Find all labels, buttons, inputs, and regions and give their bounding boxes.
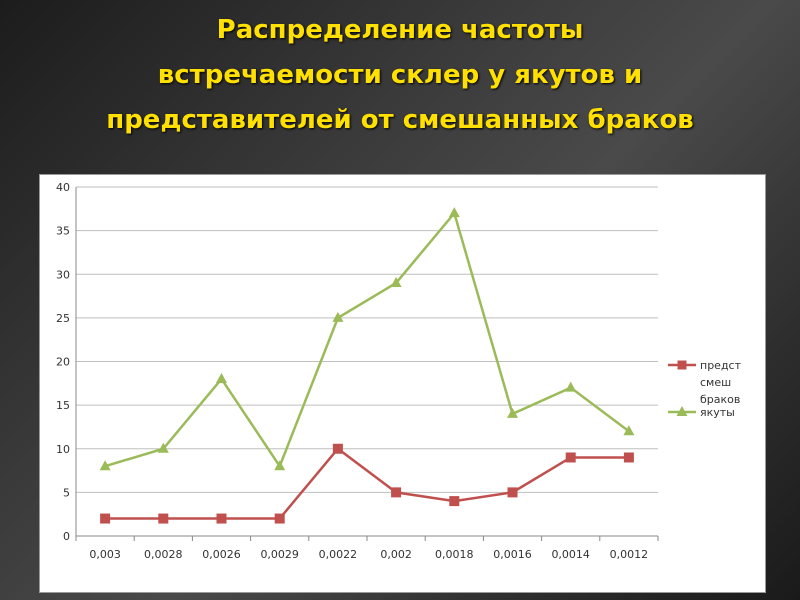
- y-tick-label: 35: [56, 225, 70, 238]
- title-line-1: Распределение частоты: [216, 15, 584, 45]
- data-point-1: [390, 276, 402, 287]
- y-tick-label: 40: [56, 181, 70, 194]
- data-point-1: [157, 442, 169, 453]
- legend-label: смеш: [700, 376, 731, 389]
- data-point-1: [507, 407, 518, 418]
- legend-label: предст: [700, 359, 742, 372]
- data-point-1: [565, 381, 577, 392]
- data-point-1: [332, 311, 344, 322]
- y-tick-label: 5: [63, 486, 70, 499]
- data-point-1: [448, 207, 460, 218]
- x-tick-label: 0,0022: [319, 548, 358, 561]
- line-chart: 0 5 10 15 20 25 30 35 40 0,003 0,0028 0,0026 0,0029 0…: [56, 181, 742, 561]
- data-point-0: [158, 513, 169, 524]
- series-line-0: [105, 447, 629, 520]
- data-point-0: [391, 487, 402, 498]
- y-tick-label: 15: [56, 399, 70, 412]
- y-tick-label: 10: [56, 443, 70, 456]
- y-tick-label: 0: [63, 530, 70, 543]
- data-point-1: [99, 460, 111, 471]
- legend-label: браков: [700, 393, 740, 406]
- x-tick-label: 0,0029: [260, 548, 299, 561]
- data-point-0: [100, 513, 111, 524]
- data-point-1: [274, 460, 286, 471]
- data-point-0: [623, 452, 634, 463]
- y-tick-label: 20: [56, 356, 70, 369]
- series-line-1: [104, 210, 630, 469]
- title-line-3: представителей от смешанных браков: [106, 105, 694, 135]
- legend-marker-1: [676, 406, 688, 416]
- x-tick-label: 0,003: [89, 548, 121, 561]
- data-point-0: [449, 496, 460, 507]
- y-tick-label: 25: [56, 312, 70, 325]
- data-point-0: [274, 513, 285, 524]
- title-line-2: встречаемости склер у якутов и: [157, 60, 643, 90]
- x-tick-label: 0,0026: [202, 548, 241, 561]
- x-tick-label: 0,0018: [435, 548, 474, 561]
- legend-marker-0: [677, 360, 687, 370]
- x-tick-label: 0,0016: [493, 548, 532, 561]
- x-tick-label: 0,002: [380, 548, 412, 561]
- slide-title: Распределение частоты встречаемости скле…: [0, 8, 800, 143]
- x-tick-label: 0,0012: [610, 548, 649, 561]
- data-point-1: [623, 425, 635, 436]
- x-tick-label: 0,0014: [551, 548, 590, 561]
- y-tick-label: 30: [56, 268, 70, 281]
- chart-panel: 0 5 10 15 20 25 30 35 40 0,003 0,0028 0,0026 0,0029 0…: [39, 174, 766, 593]
- legend-label: якуты: [700, 406, 735, 419]
- x-tick-label: 0,0028: [144, 548, 183, 561]
- data-point-0: [565, 452, 576, 463]
- data-point-0: [507, 487, 518, 498]
- data-point-0: [332, 443, 343, 454]
- data-point-0: [216, 513, 227, 524]
- data-point-1: [216, 372, 227, 383]
